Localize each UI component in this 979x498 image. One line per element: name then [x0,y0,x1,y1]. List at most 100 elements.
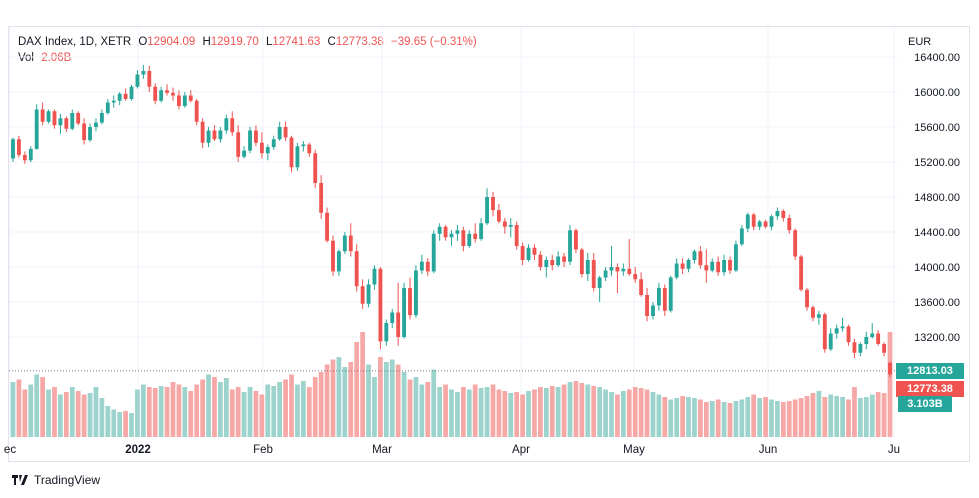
candle-body [876,333,881,344]
volume-bar [75,391,81,437]
candle-body [645,295,649,316]
volume-bar [229,389,235,437]
volume-bar [496,389,502,437]
candle-body [467,233,472,246]
candle-body [88,127,92,141]
candle [58,113,63,134]
volume-bar [135,389,140,437]
candle-body [734,244,738,271]
candle-body [775,211,780,217]
volume-bar [786,401,792,437]
candle-body [556,256,561,266]
candle-body [461,230,466,246]
volume-bar [111,409,117,437]
candle [514,221,519,250]
candle-body [704,265,709,271]
candle [129,85,134,101]
volume-bar [798,398,804,437]
candle [194,99,199,126]
candle [40,102,45,126]
volume-bar [597,387,603,437]
candle-body [307,144,312,154]
volume-value: 2.06B [41,52,72,64]
candle-body [485,197,489,224]
candle-body [271,139,276,148]
volume-bar [887,332,893,437]
volume-bar [194,384,200,437]
volume-legend: Vol 2.06B [18,52,75,64]
candle [734,240,738,273]
candle [94,118,98,132]
volume-bar [93,387,99,437]
candle-body [656,288,661,306]
candle-body [751,214,756,227]
candle-body [668,277,673,311]
candle [34,104,39,150]
volume-bar [508,393,514,437]
candle [141,64,146,79]
candle-body [710,261,715,271]
candle [775,207,780,220]
candle-body [111,100,116,103]
candle [461,226,466,252]
candle-body [348,235,353,252]
candle [585,253,590,281]
volume-bar [46,389,51,437]
candle-body [414,270,418,316]
candle [366,279,371,308]
volume-bar [875,392,881,437]
volume-bar [478,388,484,437]
volume-bar [360,332,365,437]
candle [123,88,128,101]
candle [419,254,424,274]
candle [11,137,15,162]
volume-bar [105,406,111,437]
candle-body [526,247,531,260]
y-tick-label: 14000.00 [914,262,960,274]
candle-body [864,337,869,344]
volume-bar [437,387,443,437]
candle-body [64,118,69,129]
volume-bar [253,391,259,437]
candle-body [674,263,679,278]
candle [532,244,537,260]
volume-bar [354,342,360,437]
candle-body [16,139,21,155]
volume-bar [573,381,579,437]
candle [396,282,401,346]
candle [633,267,638,283]
candle-body [230,118,235,133]
x-tick-label: May [623,444,645,456]
volume-bar [312,377,318,437]
candle [467,230,472,248]
candle-body [603,270,608,278]
candle-body [739,228,744,245]
gridlines [9,27,898,438]
candle [259,132,264,159]
volume-bar [395,364,401,437]
candle [793,228,798,260]
candle [236,125,241,162]
candle-body [360,286,365,304]
candle-body [799,256,804,290]
volume-bar [407,379,413,437]
candle-body [277,127,282,140]
volume-bar [295,384,300,437]
y-tick-label: 16400.00 [914,52,960,64]
tradingview-logo[interactable]: TradingView [12,473,100,487]
x-tick-label: 2022 [125,444,151,456]
candle-body [568,230,572,262]
candle-body [781,211,786,218]
open-value: 12904.09 [147,36,196,48]
y-tick-label: 13200.00 [914,332,960,344]
candle-body [200,121,205,143]
candle-body [722,260,727,273]
candle-body [295,146,300,168]
volume-bar [140,384,146,437]
y-tick-label: 16000.00 [914,87,960,99]
candle [662,284,667,316]
candle-body [372,268,377,285]
candle [656,282,661,311]
candle-body [366,284,371,304]
